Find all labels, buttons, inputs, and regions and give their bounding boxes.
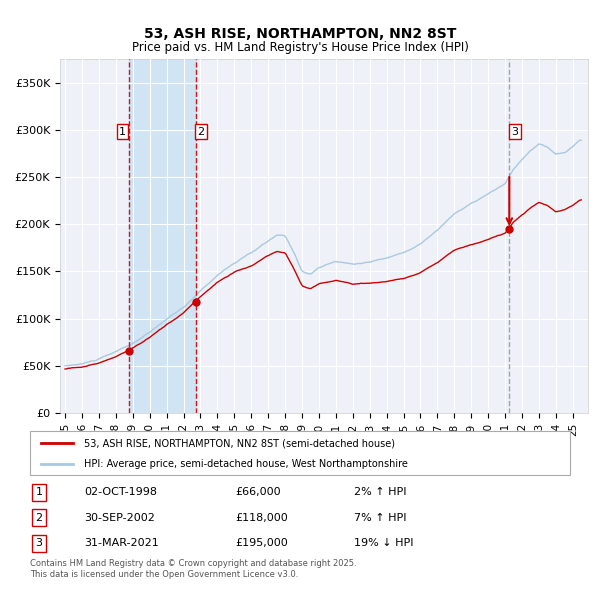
Text: 1: 1 xyxy=(35,487,43,497)
Text: 3: 3 xyxy=(35,538,43,548)
Text: £118,000: £118,000 xyxy=(235,513,288,523)
Text: 31-MAR-2021: 31-MAR-2021 xyxy=(84,538,159,548)
Text: 2% ↑ HPI: 2% ↑ HPI xyxy=(354,487,407,497)
Text: 19% ↓ HPI: 19% ↓ HPI xyxy=(354,538,413,548)
Text: 3: 3 xyxy=(511,126,518,136)
Text: 2: 2 xyxy=(35,513,43,523)
Text: 53, ASH RISE, NORTHAMPTON, NN2 8ST: 53, ASH RISE, NORTHAMPTON, NN2 8ST xyxy=(144,27,456,41)
Text: 53, ASH RISE, NORTHAMPTON, NN2 8ST (semi-detached house): 53, ASH RISE, NORTHAMPTON, NN2 8ST (semi… xyxy=(84,438,395,448)
Text: £195,000: £195,000 xyxy=(235,538,288,548)
Text: 30-SEP-2002: 30-SEP-2002 xyxy=(84,513,155,523)
Text: £66,000: £66,000 xyxy=(235,487,281,497)
Text: 7% ↑ HPI: 7% ↑ HPI xyxy=(354,513,407,523)
FancyBboxPatch shape xyxy=(30,431,570,475)
Text: 2: 2 xyxy=(197,126,205,136)
Text: 1: 1 xyxy=(119,126,126,136)
Text: Price paid vs. HM Land Registry's House Price Index (HPI): Price paid vs. HM Land Registry's House … xyxy=(131,41,469,54)
Bar xyxy=(128,59,196,413)
Text: Contains HM Land Registry data © Crown copyright and database right 2025.
This d: Contains HM Land Registry data © Crown c… xyxy=(30,559,356,579)
Text: HPI: Average price, semi-detached house, West Northamptonshire: HPI: Average price, semi-detached house,… xyxy=(84,459,408,469)
Text: 02-OCT-1998: 02-OCT-1998 xyxy=(84,487,157,497)
